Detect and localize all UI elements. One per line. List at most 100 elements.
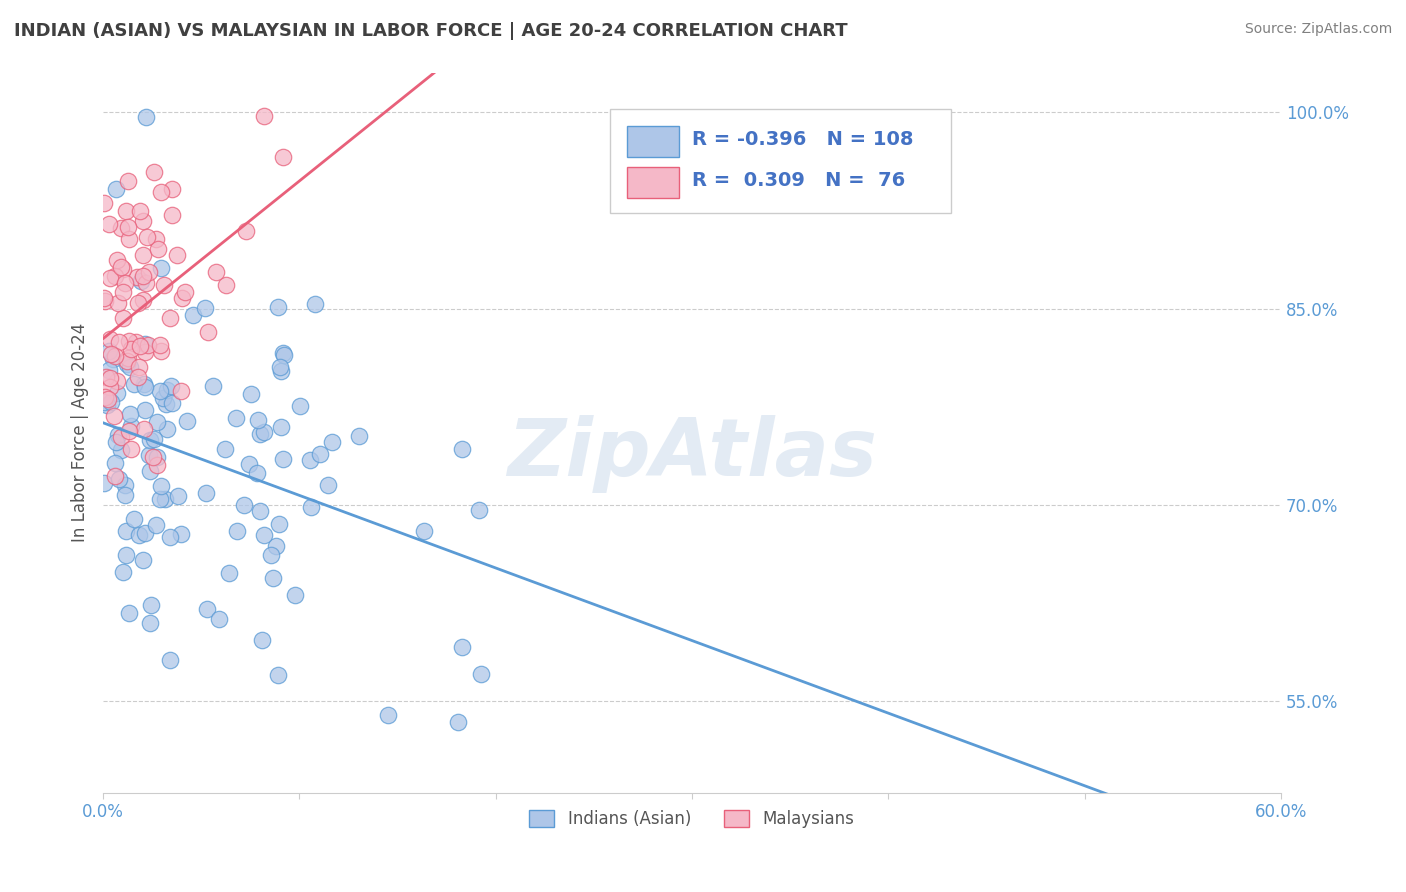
Point bbox=[94, 369, 117, 384]
Point bbox=[155, 397, 177, 411]
Point bbox=[447, 714, 470, 729]
Point bbox=[128, 359, 150, 374]
Point bbox=[114, 277, 136, 291]
Point bbox=[98, 371, 121, 385]
Point bbox=[101, 351, 124, 366]
Point bbox=[156, 383, 179, 397]
Point bbox=[145, 231, 167, 245]
Point bbox=[93, 195, 115, 210]
Point bbox=[176, 414, 198, 428]
Point bbox=[100, 346, 122, 360]
Point bbox=[138, 265, 160, 279]
Point bbox=[214, 442, 236, 456]
Point bbox=[122, 376, 145, 391]
Point bbox=[160, 182, 183, 196]
Point bbox=[183, 308, 205, 322]
Point bbox=[93, 390, 115, 404]
Point bbox=[104, 268, 127, 283]
FancyBboxPatch shape bbox=[627, 167, 679, 198]
Point bbox=[105, 386, 128, 401]
Point bbox=[127, 370, 149, 384]
Text: INDIAN (ASIAN) VS MALAYSIAN IN LABOR FORCE | AGE 20-24 CORRELATION CHART: INDIAN (ASIAN) VS MALAYSIAN IN LABOR FOR… bbox=[14, 22, 848, 40]
Point bbox=[132, 377, 155, 392]
Point bbox=[104, 456, 127, 470]
Point bbox=[194, 301, 217, 315]
Point bbox=[271, 452, 294, 467]
Point bbox=[134, 403, 156, 417]
Point bbox=[218, 566, 240, 580]
Point bbox=[118, 606, 141, 620]
Point bbox=[202, 378, 225, 392]
Point bbox=[115, 358, 138, 372]
Point bbox=[94, 293, 117, 308]
Text: Source: ZipAtlas.com: Source: ZipAtlas.com bbox=[1244, 22, 1392, 37]
Point bbox=[235, 224, 257, 238]
Point bbox=[270, 420, 292, 434]
Point bbox=[120, 342, 142, 356]
Point bbox=[159, 378, 181, 392]
Point bbox=[120, 419, 142, 434]
Point bbox=[170, 384, 193, 398]
Text: ZipAtlas: ZipAtlas bbox=[508, 416, 877, 493]
Point bbox=[132, 293, 155, 307]
Point bbox=[104, 350, 127, 364]
Point bbox=[149, 338, 172, 352]
Point bbox=[413, 524, 436, 539]
Point bbox=[117, 232, 139, 246]
Point bbox=[269, 360, 291, 375]
Point bbox=[253, 528, 276, 542]
Point bbox=[134, 345, 156, 359]
Point bbox=[122, 512, 145, 526]
Point bbox=[166, 489, 188, 503]
Point bbox=[105, 435, 128, 450]
Point bbox=[232, 498, 254, 512]
Point bbox=[153, 491, 176, 506]
Point bbox=[132, 247, 155, 261]
Point bbox=[160, 395, 183, 409]
Point bbox=[149, 344, 172, 359]
Point bbox=[321, 434, 343, 449]
Point bbox=[107, 428, 129, 442]
Point bbox=[129, 274, 152, 288]
Point bbox=[273, 348, 295, 362]
Point bbox=[117, 219, 139, 234]
Point bbox=[117, 334, 139, 348]
Point bbox=[117, 173, 139, 187]
Point bbox=[150, 479, 173, 493]
Point bbox=[115, 203, 138, 218]
Point bbox=[153, 277, 176, 292]
Point bbox=[270, 364, 292, 378]
Point bbox=[114, 548, 136, 562]
Point bbox=[253, 425, 276, 440]
Point bbox=[166, 248, 188, 262]
Point bbox=[135, 229, 157, 244]
Point bbox=[132, 422, 155, 436]
Point bbox=[105, 182, 128, 196]
Point bbox=[249, 427, 271, 442]
Point bbox=[470, 667, 492, 681]
Point bbox=[134, 526, 156, 541]
Point bbox=[110, 260, 132, 274]
Point bbox=[120, 442, 142, 456]
FancyBboxPatch shape bbox=[627, 126, 679, 157]
Point bbox=[112, 566, 135, 580]
Point bbox=[316, 477, 339, 491]
Point bbox=[238, 458, 260, 472]
Point bbox=[195, 601, 218, 615]
Point bbox=[134, 337, 156, 351]
Point bbox=[159, 310, 181, 325]
Text: R = -0.396   N = 108: R = -0.396 N = 108 bbox=[692, 130, 914, 149]
Point bbox=[98, 380, 121, 394]
Point bbox=[111, 311, 134, 326]
Point bbox=[269, 516, 291, 531]
Point bbox=[142, 165, 165, 179]
Point bbox=[98, 270, 121, 285]
Point bbox=[125, 334, 148, 349]
Point bbox=[208, 612, 231, 626]
Point bbox=[146, 242, 169, 256]
Point bbox=[118, 407, 141, 421]
Point bbox=[93, 475, 115, 490]
Point bbox=[226, 524, 249, 539]
Point bbox=[159, 530, 181, 544]
Point bbox=[93, 395, 115, 409]
